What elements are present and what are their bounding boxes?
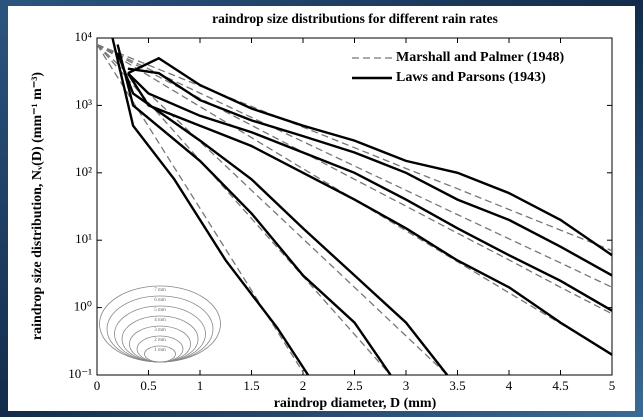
drop-label: 2 mm — [154, 338, 166, 343]
solid-line — [127, 67, 612, 277]
dashed-line — [97, 43, 612, 252]
x-tick-label: 4.5 — [552, 378, 568, 393]
dashed-line — [97, 44, 449, 375]
dashed-line — [97, 44, 392, 375]
x-tick-label: 2 — [300, 378, 307, 393]
x-tick-label: 1 — [197, 378, 204, 393]
x-tick-label: 0 — [94, 378, 101, 393]
solid-line — [116, 44, 392, 375]
y-tick-label: 10⁻¹ — [68, 366, 92, 381]
solid-line — [116, 52, 449, 375]
drop-outline — [106, 295, 214, 363]
chart-title: raindrop size distributions for differen… — [212, 11, 498, 26]
legend-label: Marshall and Palmer (1948) — [396, 50, 564, 65]
legend-label: Laws and Parsons (1943) — [396, 70, 546, 85]
drop-outline — [114, 305, 206, 363]
solid-line — [127, 56, 612, 257]
y-tick-label: 10⁴ — [74, 29, 92, 44]
x-tick-label: 3.5 — [449, 378, 465, 393]
x-tick-label: 3 — [403, 378, 410, 393]
y-tick-label: 10³ — [75, 96, 92, 111]
drop-label: 5 mm — [154, 308, 166, 313]
y-tick-label: 10² — [75, 164, 92, 179]
dashed-line — [97, 43, 612, 315]
drop-outline — [144, 345, 176, 363]
plot-lines — [97, 38, 612, 375]
x-tick-label: 2.5 — [346, 378, 362, 393]
drop-outline — [136, 335, 184, 363]
x-axis-label: raindrop diameter, D (mm) — [274, 396, 437, 411]
drop-label: 4 mm — [154, 318, 166, 323]
solid-line — [126, 72, 612, 356]
x-tick-label: 1.5 — [243, 378, 259, 393]
y-tick-label: 10⁰ — [74, 299, 92, 314]
drop-label: 7 mm — [154, 288, 166, 293]
drop-label: 1 mm — [154, 348, 166, 353]
drop-outline — [99, 285, 221, 363]
x-tick-label: 5 — [609, 378, 616, 393]
x-tick-label: 4 — [506, 378, 513, 393]
dashed-line — [97, 43, 612, 288]
drop-outline — [121, 315, 199, 363]
drop-label: 3 mm — [154, 328, 166, 333]
drop-outline — [129, 325, 191, 363]
drop-label: 6 mm — [154, 298, 166, 303]
solid-line — [127, 72, 612, 312]
y-axis-label: raindrop size distribution, Nᵥ(D) (mm⁻¹ … — [30, 72, 45, 341]
y-tick-label: 10¹ — [75, 231, 92, 246]
x-tick-label: 0.5 — [140, 378, 156, 393]
solid-line — [111, 38, 310, 375]
